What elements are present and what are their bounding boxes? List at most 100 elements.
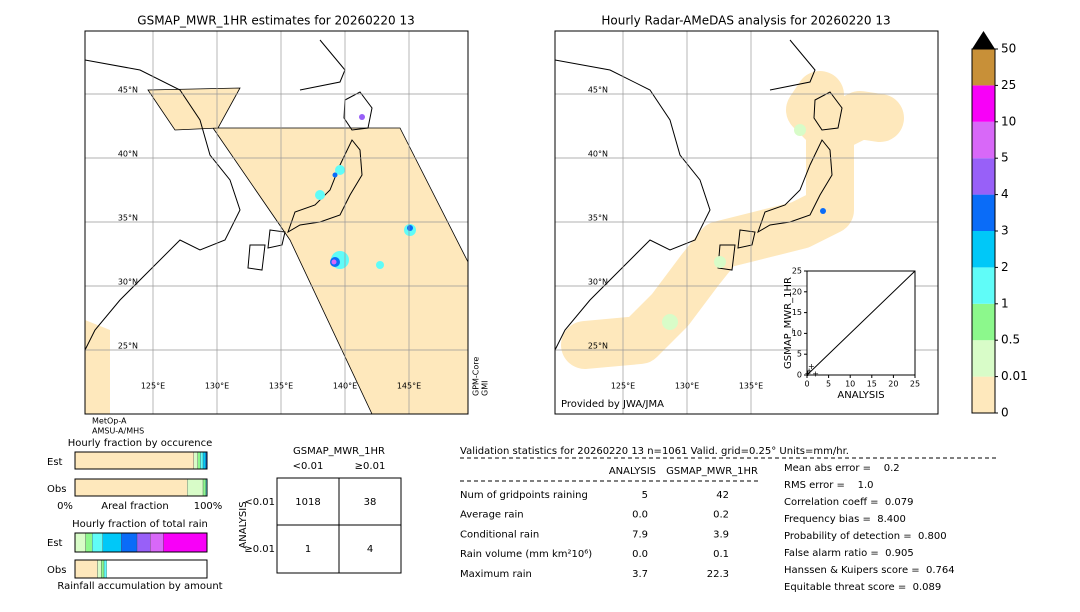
tick-label: 50 — [1001, 42, 1016, 56]
fraction-segment — [187, 478, 204, 497]
x-tick-label: 20 — [888, 380, 898, 389]
cell: 1018 — [295, 497, 320, 508]
lat-label: 45°N — [588, 86, 608, 95]
color-swatch — [972, 267, 995, 304]
x-tick-label: 15 — [867, 380, 877, 389]
stat-value: 0.0 — [632, 510, 648, 521]
y-tick-label: 5 — [797, 350, 802, 359]
sensor-label: GPM-Core — [472, 357, 481, 396]
stat-label: Num of gridpoints raining — [460, 490, 588, 501]
y-tick-label: 10 — [792, 329, 802, 338]
fraction-segment — [202, 478, 206, 497]
score: Probability of detection = 0.800 — [784, 531, 947, 542]
lon-label: 125°E — [141, 382, 165, 391]
lon-label: 135°E — [269, 382, 293, 391]
fraction-segment — [92, 532, 103, 553]
point: + — [808, 362, 815, 371]
cell: 4 — [367, 544, 373, 555]
fraction-segment — [74, 451, 194, 470]
lat-label: 25°N — [118, 342, 138, 351]
bar-frame — [74, 478, 208, 497]
stat-label: Rain volume (mm km²10⁶) — [460, 549, 592, 560]
fraction-segment — [85, 532, 93, 553]
lon-label: 140°E — [333, 382, 357, 391]
stat-label: Average rain — [460, 510, 524, 521]
point: + — [805, 369, 812, 378]
table-title: GSMAP_MWR_1HR — [293, 446, 385, 457]
col-label: ANALYSIS — [609, 466, 656, 477]
score: RMS error = 1.0 — [784, 480, 874, 491]
colorbar: 0 0.01 0.5 1 2 3 4 5 10 25 50 — [971, 31, 1028, 420]
inset-ylabel: GSMAP_MWR_1HR — [783, 277, 794, 369]
lat-label: 35°N — [118, 214, 138, 223]
bar-frame — [74, 559, 208, 579]
stat-value: 5 — [642, 490, 648, 501]
fraction-segment — [121, 532, 138, 553]
fraction-segment — [97, 559, 102, 579]
map-left — [85, 31, 468, 414]
x-tick-label: 10 — [845, 380, 855, 389]
stat-value: 0.1 — [713, 549, 729, 560]
tick-label: 4 — [1001, 187, 1009, 201]
stat-value: 3.9 — [713, 529, 729, 540]
lat-label: 40°N — [588, 150, 608, 159]
lon-label: 130°E — [205, 382, 229, 391]
credit: Provided by JWA/JMA — [561, 399, 664, 410]
y-tick-label: 25 — [792, 267, 802, 276]
lat-label: 30°N — [118, 278, 138, 287]
point: + — [804, 371, 811, 380]
chart-footer: Rainfall accumulation by amount — [57, 581, 222, 592]
color-swatch — [972, 340, 995, 377]
tick-label: 25 — [1001, 78, 1016, 92]
color-swatch — [972, 303, 995, 341]
col-label: <0.01 — [293, 461, 324, 472]
tick-label: 10 — [1001, 114, 1016, 128]
map-title: Hourly Radar-AMeDAS analysis for 2026022… — [601, 14, 890, 28]
tick-label: 0 — [1001, 406, 1009, 420]
color-swatch — [972, 376, 995, 413]
stat-label: Maximum rain — [460, 569, 532, 580]
col-label: GSMAP_MWR_1HR — [666, 466, 758, 477]
chart-title: Hourly fraction by occurence — [68, 438, 212, 449]
color-swatch — [972, 121, 995, 159]
lon-label: 130°E — [675, 382, 699, 391]
stat-label: Conditional rain — [460, 529, 539, 540]
fraction-segment — [103, 559, 107, 579]
axis-label: 100% — [194, 501, 223, 512]
color-swatch — [972, 231, 995, 268]
color-swatch — [972, 85, 995, 122]
tick-label: 0.5 — [1001, 333, 1020, 347]
score: Mean abs error = 0.2 — [784, 463, 900, 474]
sensor-label: AMSU-A/MHS — [92, 427, 144, 436]
bar-frame — [74, 532, 208, 553]
fraction-segment — [200, 451, 204, 470]
color-swatch — [972, 49, 995, 86]
map-title: GSMAP_MWR_1HR estimates for 20260220 13 — [137, 14, 414, 28]
y-tick-label: 0 — [797, 371, 802, 380]
lat-label: 25°N — [588, 342, 608, 351]
tick-label: 2 — [1001, 260, 1009, 274]
col-label: ≥0.01 — [355, 461, 386, 472]
lat-label: 30°N — [588, 278, 608, 287]
score: Frequency bias = 8.400 — [784, 514, 906, 525]
score: Equitable threat score = 0.089 — [784, 582, 941, 593]
color-swatch — [972, 194, 995, 231]
axis-label: 0% — [57, 501, 73, 512]
y-tick-label: 15 — [792, 308, 802, 317]
tick-label: 0.01 — [1001, 369, 1028, 383]
cell: 1 — [305, 544, 311, 555]
stat-value: 3.7 — [632, 569, 648, 580]
lon-label: 135°E — [739, 382, 763, 391]
stat-value: 22.3 — [707, 569, 729, 580]
fraction-segment — [202, 451, 206, 470]
row-label: <0.01 — [244, 497, 275, 508]
row-label: ≥0.01 — [244, 544, 275, 555]
cell: 38 — [364, 497, 377, 508]
row-axis: ANALYSIS — [238, 501, 249, 548]
row-label: Est — [47, 457, 63, 468]
chart-title: Hourly fraction of total rain — [72, 519, 208, 530]
row-label: Obs — [47, 565, 66, 576]
sensor-label: GMI — [481, 381, 490, 396]
stat-value: 7.9 — [632, 529, 648, 540]
